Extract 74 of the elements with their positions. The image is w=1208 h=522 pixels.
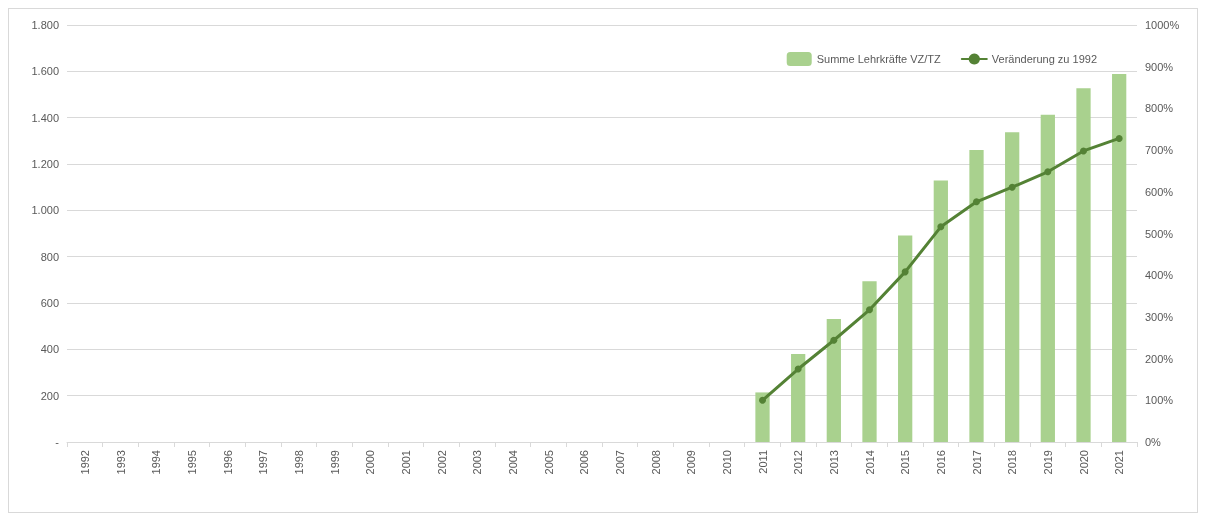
x-tick-label: 2001 (399, 450, 412, 475)
bar (1076, 88, 1091, 442)
bar (755, 392, 770, 442)
x-tick-label: 2014 (863, 450, 876, 475)
bar (898, 235, 913, 442)
x-tick-label: 2011 (756, 450, 769, 474)
bar (1112, 73, 1127, 442)
y2-tick-label: 500% (1145, 227, 1174, 240)
x-tick-label: 2013 (827, 450, 840, 475)
x-tick-label: 1993 (114, 450, 127, 475)
x-tick-label: 2015 (899, 450, 912, 475)
x-tick-label: 2005 (542, 450, 555, 475)
x-tick-label: 2002 (435, 450, 448, 475)
x-tick-label: 2012 (792, 450, 805, 475)
x-tick-label: 1997 (257, 450, 270, 475)
y2-tick-label: 100% (1145, 394, 1174, 407)
bar (791, 353, 806, 442)
point (1115, 134, 1123, 142)
bar (826, 318, 841, 442)
bar (933, 180, 948, 442)
point (866, 306, 873, 314)
x-tick-label: 2017 (970, 450, 983, 475)
y2-tick-label: 200% (1145, 352, 1174, 365)
y-tick-label: 600 (40, 297, 59, 309)
point (1080, 147, 1087, 155)
x-tick-label: 1999 (328, 450, 341, 475)
bar (1040, 114, 1055, 442)
legend-label: Summe Lehrkräfte VZ/TZ (816, 53, 942, 65)
y-tick-label: 200 (40, 389, 59, 402)
x-tick-label: 2008 (649, 450, 662, 475)
x-tick-label: 2021 (1113, 450, 1126, 475)
point (973, 198, 980, 206)
y-tick-label: - (55, 436, 60, 448)
x-tick-label: 2006 (578, 450, 591, 475)
bar (1005, 132, 1020, 442)
x-tick-label: 2016 (934, 450, 947, 475)
y2-tick-label: 900% (1145, 60, 1174, 73)
y-tick-label: 1.600 (31, 65, 59, 78)
legend-label: Veränderung zu 1992 (991, 53, 1097, 65)
x-tick-label: 2007 (613, 450, 626, 475)
point (1044, 168, 1052, 176)
y-tick-label: 1.400 (31, 111, 59, 124)
y2-tick-label: 1000% (1145, 19, 1180, 31)
point (901, 268, 909, 276)
point (759, 396, 766, 404)
y-tick-label: 1.000 (31, 204, 59, 217)
x-tick-label: 2010 (720, 450, 733, 475)
bar (969, 150, 984, 442)
x-tick-label: 1996 (221, 450, 234, 475)
x-tick-label: 1995 (185, 450, 198, 475)
x-tick-label: 2019 (1041, 450, 1054, 475)
x-tick-label: 2009 (685, 450, 698, 475)
x-tick-label: 2018 (1006, 450, 1019, 475)
x-tick-label: 2003 (471, 450, 484, 475)
y-tick-label: 400 (40, 343, 59, 356)
y2-tick-label: 400% (1145, 269, 1174, 282)
y-tick-label: 1.200 (31, 158, 59, 170)
point (937, 223, 945, 231)
y2-tick-label: 800% (1145, 102, 1174, 115)
y-tick-label: 1.800 (31, 19, 59, 31)
y-tick-label: 800 (40, 250, 59, 263)
point (1008, 183, 1016, 191)
x-tick-label: 1994 (150, 450, 163, 475)
y2-tick-label: 700% (1145, 144, 1174, 157)
y2-tick-label: 300% (1145, 310, 1174, 323)
x-tick-label: 2020 (1077, 450, 1090, 475)
x-tick-label: 1998 (292, 450, 305, 475)
y2-tick-label: 600% (1145, 185, 1174, 198)
bar (862, 281, 877, 442)
point (830, 336, 838, 344)
x-tick-label: 2000 (364, 450, 377, 475)
x-tick-label: 1992 (78, 450, 91, 475)
y2-tick-label: 0% (1145, 436, 1162, 448)
x-tick-label: 2004 (506, 450, 519, 475)
